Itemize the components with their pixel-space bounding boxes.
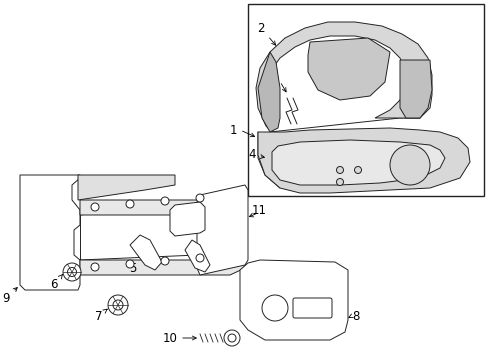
Circle shape xyxy=(354,166,361,174)
Circle shape xyxy=(196,194,203,202)
Polygon shape xyxy=(78,175,175,200)
Polygon shape xyxy=(271,140,444,185)
Circle shape xyxy=(91,263,99,271)
Circle shape xyxy=(126,200,134,208)
Text: 11: 11 xyxy=(251,203,266,216)
Circle shape xyxy=(91,203,99,211)
Polygon shape xyxy=(258,128,469,193)
Polygon shape xyxy=(80,253,244,275)
Circle shape xyxy=(262,295,287,321)
Polygon shape xyxy=(307,38,389,100)
Text: 3: 3 xyxy=(270,66,285,92)
Polygon shape xyxy=(20,175,80,290)
Circle shape xyxy=(63,263,81,281)
FancyBboxPatch shape xyxy=(292,298,331,318)
Text: 9: 9 xyxy=(2,288,17,305)
Text: 8: 8 xyxy=(351,310,359,323)
Circle shape xyxy=(161,197,169,205)
Polygon shape xyxy=(130,235,162,270)
Polygon shape xyxy=(240,260,347,340)
Circle shape xyxy=(126,260,134,268)
Polygon shape xyxy=(184,240,209,272)
Circle shape xyxy=(224,330,240,346)
Text: 6: 6 xyxy=(50,274,62,291)
Polygon shape xyxy=(80,195,244,215)
Text: 5: 5 xyxy=(129,257,145,274)
Bar xyxy=(247,4,483,196)
Circle shape xyxy=(161,257,169,265)
Circle shape xyxy=(336,166,343,174)
Text: 2: 2 xyxy=(257,22,275,45)
Circle shape xyxy=(227,334,236,342)
Polygon shape xyxy=(197,185,247,275)
Circle shape xyxy=(67,267,76,276)
Polygon shape xyxy=(256,22,431,130)
Circle shape xyxy=(336,179,343,185)
Circle shape xyxy=(113,300,123,310)
Text: 7: 7 xyxy=(94,309,107,323)
Polygon shape xyxy=(170,202,204,236)
Text: 10: 10 xyxy=(163,332,178,345)
Polygon shape xyxy=(258,52,280,132)
Circle shape xyxy=(108,295,128,315)
Circle shape xyxy=(196,254,203,262)
Text: 1: 1 xyxy=(229,123,237,136)
Polygon shape xyxy=(399,60,431,118)
Text: 4: 4 xyxy=(248,148,264,162)
Circle shape xyxy=(389,145,429,185)
